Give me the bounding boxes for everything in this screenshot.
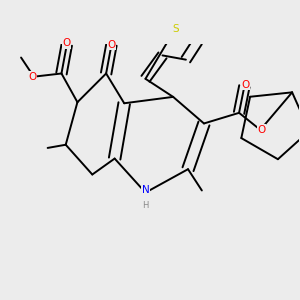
Text: N: N (142, 185, 149, 195)
Text: H: H (142, 200, 149, 209)
Text: O: O (63, 38, 71, 48)
Text: O: O (28, 72, 37, 82)
Text: O: O (107, 40, 116, 50)
Text: S: S (172, 24, 178, 34)
Text: O: O (258, 125, 266, 135)
Text: O: O (242, 80, 250, 90)
